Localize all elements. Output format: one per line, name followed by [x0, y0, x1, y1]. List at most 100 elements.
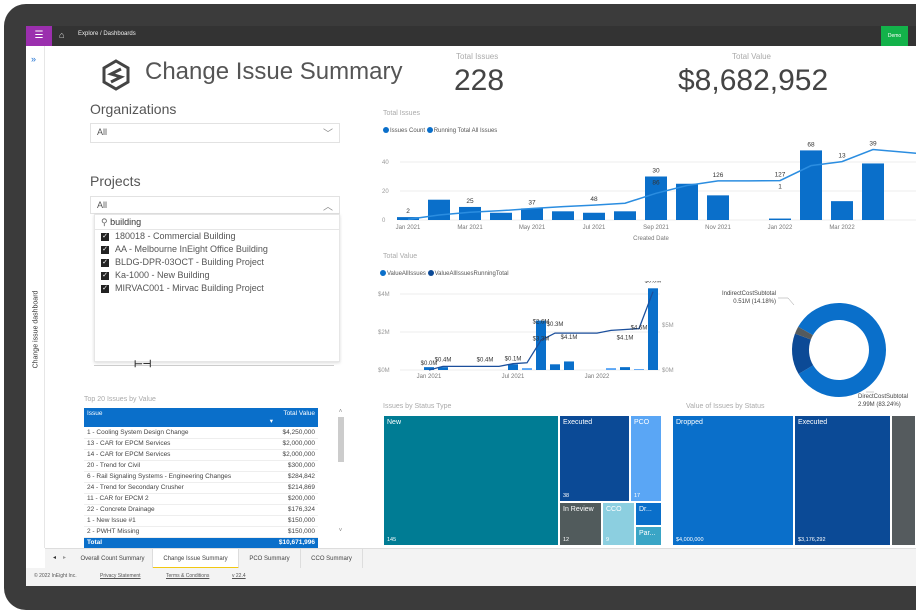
treemap-tile[interactable]: In Review 12 — [559, 502, 602, 546]
legend-item[interactable]: Running Total All Issues — [426, 127, 497, 134]
table-row[interactable]: 13 - CAR for EPCM Services $2,000,000 — [84, 438, 318, 450]
tile-label: Executed — [563, 419, 593, 426]
column-header-label: Total Value — [283, 410, 315, 417]
tile-value: 38 — [563, 493, 570, 499]
treemap-tile[interactable]: Executed 38 — [559, 415, 630, 502]
tab-change-issue-summary[interactable]: Change Issue Summary — [153, 549, 239, 569]
home-icon[interactable]: ⌂ — [59, 30, 65, 40]
table-row[interactable]: 1 - Cooling System Design Change $4,250,0… — [84, 427, 318, 439]
hamburger-icon[interactable]: ☰ — [26, 26, 52, 46]
double-chevron-right-icon[interactable]: » — [31, 54, 37, 64]
legend-item[interactable]: ValueAllIssuesRunningTotal — [427, 270, 509, 277]
leader-line — [778, 297, 795, 306]
value-status-title: Value of Issues by Status — [686, 403, 765, 410]
scroll-up-icon[interactable]: ˄ — [338, 409, 343, 415]
date-slider-track[interactable] — [94, 365, 334, 366]
bar — [438, 367, 448, 370]
value-cell: $176,324 — [266, 504, 318, 516]
treemap-tile[interactable] — [891, 415, 916, 546]
project-option-label: MIRVAC001 - Mirvac Building Project — [115, 283, 264, 293]
x-axis-label: Created Date — [633, 236, 669, 242]
table-row[interactable]: 24 - Trend for Secondary Crusher $214,869 — [84, 482, 318, 494]
projects-search-input[interactable]: building — [110, 217, 142, 227]
donut-slice — [792, 333, 814, 374]
running-total-line — [407, 148, 916, 221]
table-row[interactable]: 1 - New Issue #1 $150,000 — [84, 515, 318, 527]
checkbox-checked-icon[interactable]: ✓ — [101, 232, 109, 241]
checkbox-checked-icon[interactable]: ✓ — [101, 258, 109, 267]
top-issues-table: Issue Total Value ▾ 1 - Cooling System De… — [84, 408, 318, 549]
checkbox-checked-icon[interactable]: ✓ — [101, 245, 109, 254]
treemap-tile[interactable]: Executed $3,176,292 — [794, 415, 891, 546]
table-row[interactable]: 6 - Rail Signaling Systems - Engineering… — [84, 471, 318, 483]
project-option[interactable]: ✓ BLDG-DPR-03OCT - Building Project — [95, 256, 339, 269]
projects-dropdown[interactable]: All ︿ — [90, 196, 340, 214]
scroll-thumb[interactable] — [337, 417, 344, 462]
y-tick-label: 20 — [382, 189, 389, 195]
total-label: Total — [84, 537, 267, 549]
value-cell: $150,000 — [266, 515, 318, 527]
tile-value: 9 — [606, 537, 610, 543]
checkbox-checked-icon[interactable]: ✓ — [101, 271, 109, 280]
breadcrumb[interactable]: Explore / Dashboards — [78, 31, 136, 37]
legend-item[interactable]: Issues Count — [383, 127, 425, 134]
issues-chart[interactable]: 0 20 40 Jan 2021 Mar 2021 May 2021 Jul 2021 Sep… — [370, 140, 916, 252]
tab-prev-icon[interactable]: ◂ — [53, 555, 57, 561]
version-link[interactable]: v 22.4 — [232, 573, 246, 579]
chevron-up-icon: ︿ — [323, 202, 333, 213]
column-header-issue[interactable]: Issue — [84, 408, 267, 427]
x-tick-label: Jan 2021 — [417, 374, 442, 380]
app-screen: ☰ ⌂ Explore / Dashboards Demo » Change i… — [26, 26, 916, 586]
x-tick-label: Jul 2021 — [502, 374, 525, 380]
table-row[interactable]: 11 - CAR for EPCM 2 $200,000 — [84, 493, 318, 505]
tile-label: Par... — [639, 530, 656, 537]
legend-dot-icon — [380, 270, 386, 276]
tile-label: In Review — [563, 506, 594, 513]
value-cell: $200,000 — [266, 493, 318, 505]
project-option[interactable]: ✓ AA - Melbourne InEight Office Building — [95, 243, 339, 256]
tab-cco-summary[interactable]: CCO Summary — [301, 549, 363, 569]
data-label: 126 — [713, 172, 724, 179]
table-row[interactable]: 20 - Trend for Civil $300,000 — [84, 460, 318, 472]
scroll-down-icon[interactable]: ˅ — [338, 528, 343, 534]
treemap-tile[interactable]: Par... — [635, 526, 662, 546]
y-tick-label: 0 — [382, 218, 386, 224]
status-type-title: Issues by Status Type — [383, 403, 452, 410]
bar — [707, 195, 729, 220]
legend-item[interactable]: ValueAllIssues — [380, 270, 426, 277]
terms-link[interactable]: Terms & Conditions — [166, 573, 210, 579]
issue-cell: 11 - CAR for EPCM 2 — [84, 493, 267, 505]
table-row[interactable]: 2 - PWHT Missing $150,000 — [84, 526, 318, 538]
privacy-link[interactable]: Privacy Statement — [100, 573, 141, 579]
copyright: © 2022 InEight Inc. — [34, 573, 77, 579]
project-option[interactable]: ✓ MIRVAC001 - Mirvac Building Project — [95, 282, 339, 295]
y2-tick-label: $0M — [662, 368, 674, 374]
treemap-tile[interactable]: CCO 9 — [602, 502, 635, 546]
project-option-label: AA - Melbourne InEight Office Building — [115, 244, 268, 254]
user-button[interactable]: Demo — [881, 26, 908, 46]
column-header-total-value[interactable]: Total Value ▾ — [266, 408, 318, 427]
issues-chart-legend: Issues Count Running Total All Issues — [383, 127, 497, 134]
projects-search[interactable]: ⚲ building — [95, 215, 339, 230]
value-cell: $4,250,000 — [266, 427, 318, 439]
treemap-tile[interactable]: Dropped $4,000,000 — [672, 415, 794, 546]
tab-pco-summary[interactable]: PCO Summary — [239, 549, 301, 569]
bar — [676, 183, 698, 220]
table-scrollbar[interactable]: ˄ ˅ — [336, 409, 345, 534]
tab-next-icon[interactable]: ▸ — [63, 555, 67, 561]
organizations-dropdown[interactable]: All ﹀ — [90, 123, 340, 143]
table-row[interactable]: 14 - CAR for EPCM Services $2,000,000 — [84, 449, 318, 461]
treemap-tile[interactable]: Dr... — [635, 502, 662, 526]
slider-handle-icon[interactable]: ⊢⊣ — [134, 359, 152, 370]
bar — [606, 368, 616, 370]
project-option[interactable]: ✓ Ka-1000 - New Building — [95, 269, 339, 282]
tab-overall-count-summary[interactable]: Overall Count Summary — [73, 549, 153, 569]
treemap-tile[interactable]: PCO 17 — [630, 415, 662, 502]
cost-donut-chart[interactable]: IndirectCostSubtotal 0.51M (14.18%) Direct… — [716, 258, 916, 413]
table-row[interactable]: 22 - Concrete Drainage $176,324 — [84, 504, 318, 516]
project-option[interactable]: ✓ 180018 - Commercial Building — [95, 230, 339, 243]
value-chart[interactable]: $0M $2M $4M $0M $5M Jan 2021 Jul 2021 Jan 2022 $… — [370, 281, 680, 393]
treemap-tile[interactable]: New 145 — [383, 415, 559, 546]
checkbox-checked-icon[interactable]: ✓ — [101, 284, 109, 293]
tile-label: Dropped — [676, 419, 703, 426]
